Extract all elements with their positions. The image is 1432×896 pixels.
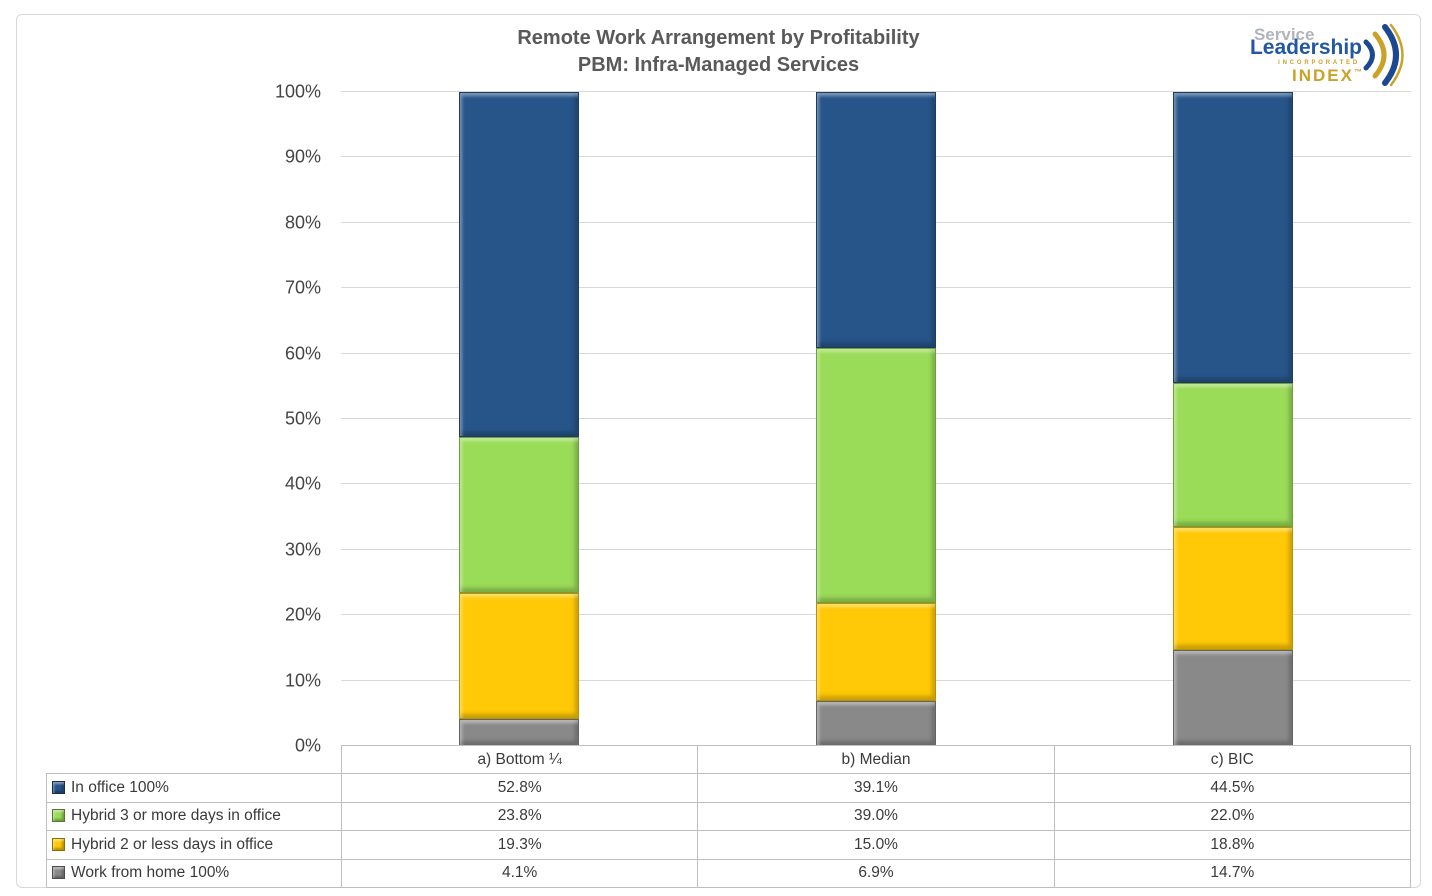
- series-label-cell: Hybrid 3 or more days in office: [46, 801, 342, 832]
- bar-segment: [459, 719, 580, 746]
- y-tick-label: 50%: [284, 408, 321, 429]
- bar-column: [341, 92, 698, 746]
- bar-column: [698, 92, 1055, 746]
- bar-segment: [816, 602, 936, 701]
- legend-swatch-icon: [52, 866, 65, 880]
- series-label: Hybrid 3 or more days in office: [71, 807, 281, 825]
- bar-segment: [459, 92, 580, 438]
- y-tick-label: 10%: [284, 670, 321, 691]
- legend-swatch-icon: [52, 781, 65, 795]
- value-cell: 4.1%: [340, 858, 699, 889]
- bar-segment: [1172, 649, 1293, 746]
- category-header: c) BIC: [1053, 744, 1412, 775]
- bar-column: [1054, 92, 1411, 746]
- chart-title-line1: Remote Work Arrangement by Profitability: [517, 27, 920, 49]
- table-row: Work from home 100% 4.1% 6.9% 14.7%: [46, 858, 1412, 889]
- series-label: Work from home 100%: [71, 864, 230, 882]
- value-cell: 39.0%: [697, 801, 1055, 832]
- logo-text: Service Leadership INCORPORATED INDEX™: [1250, 26, 1362, 84]
- legend-swatch-icon: [52, 837, 65, 851]
- logo-incorporated-label: INCORPORATED: [1278, 60, 1360, 66]
- service-leadership-logo: Service Leadership INCORPORATED INDEX™: [1250, 23, 1406, 87]
- stacked-bar: [459, 92, 580, 746]
- series-label: In office 100%: [71, 779, 169, 797]
- series-label-cell: Work from home 100%: [46, 858, 342, 889]
- plot-area: [341, 91, 1411, 746]
- y-tick-label: 0%: [294, 735, 321, 756]
- value-cell: 22.0%: [1053, 801, 1412, 832]
- y-tick-label: 80%: [284, 212, 321, 233]
- category-header: b) Median: [697, 744, 1055, 775]
- value-cell: 39.1%: [697, 773, 1055, 803]
- bar-segment: [459, 437, 580, 593]
- table-row: Hybrid 3 or more days in office 23.8% 39.0…: [46, 801, 1412, 832]
- trademark-symbol: ™: [1354, 67, 1362, 77]
- y-tick-label: 30%: [284, 539, 321, 560]
- value-cell: 19.3%: [340, 830, 699, 860]
- bar-segment: [1172, 526, 1293, 650]
- value-cell: 52.8%: [340, 773, 699, 803]
- value-cell: 14.7%: [1053, 858, 1412, 889]
- bar-segment: [816, 700, 936, 746]
- category-header: a) Bottom ¼: [340, 744, 699, 775]
- series-label-cell: In office 100%: [46, 773, 342, 803]
- bar-segment: [1172, 383, 1293, 527]
- table-row: In office 100% 52.8% 39.1% 44.5%: [46, 773, 1412, 803]
- stacked-bar: [816, 92, 936, 746]
- stacked-bar: [1172, 92, 1293, 746]
- data-table: a) Bottom ¼ b) Median c) BIC In office 100%…: [46, 744, 1412, 889]
- y-tick-label: 20%: [284, 604, 321, 625]
- value-cell: 18.8%: [1053, 830, 1412, 860]
- logo-leadership-label: Leadership: [1249, 36, 1362, 59]
- value-cell: 6.9%: [697, 858, 1055, 889]
- bar-segment: [816, 92, 936, 348]
- logo-swoosh-icon: [1363, 23, 1404, 87]
- y-tick-label: 70%: [284, 277, 321, 298]
- chart-title: Remote Work Arrangement by Profitability…: [17, 25, 1420, 79]
- y-tick-label: 100%: [274, 81, 321, 102]
- bars: [341, 92, 1411, 746]
- gridline: [341, 91, 1411, 92]
- bar-segment: [816, 347, 936, 603]
- value-cell: 23.8%: [340, 801, 699, 832]
- table-row: Hybrid 2 or less days in office 19.3% 15.0…: [46, 830, 1412, 860]
- legend-swatch-icon: [52, 809, 65, 823]
- series-label: Hybrid 2 or less days in office: [71, 835, 274, 853]
- table-corner-cell: [47, 746, 342, 774]
- chart-title-line2: PBM: Infra-Managed Services: [577, 54, 860, 76]
- bar-segment: [459, 592, 580, 720]
- logo-index-label: INDEX™: [1292, 66, 1362, 85]
- chart-frame: Remote Work Arrangement by Profitability…: [16, 14, 1421, 889]
- logo-service-label: Service: [1253, 25, 1315, 44]
- bar-segment: [1172, 92, 1293, 384]
- value-cell: 44.5%: [1053, 773, 1412, 803]
- value-cell: 15.0%: [697, 830, 1055, 860]
- series-label-cell: Hybrid 2 or less days in office: [46, 830, 342, 860]
- y-tick-label: 40%: [284, 473, 321, 494]
- y-tick-label: 90%: [284, 146, 321, 167]
- y-tick-label: 60%: [284, 343, 321, 364]
- y-axis: 100% 90% 80% 70% 60% 50% 40% 30% 20% 10% 0%: [17, 82, 327, 756]
